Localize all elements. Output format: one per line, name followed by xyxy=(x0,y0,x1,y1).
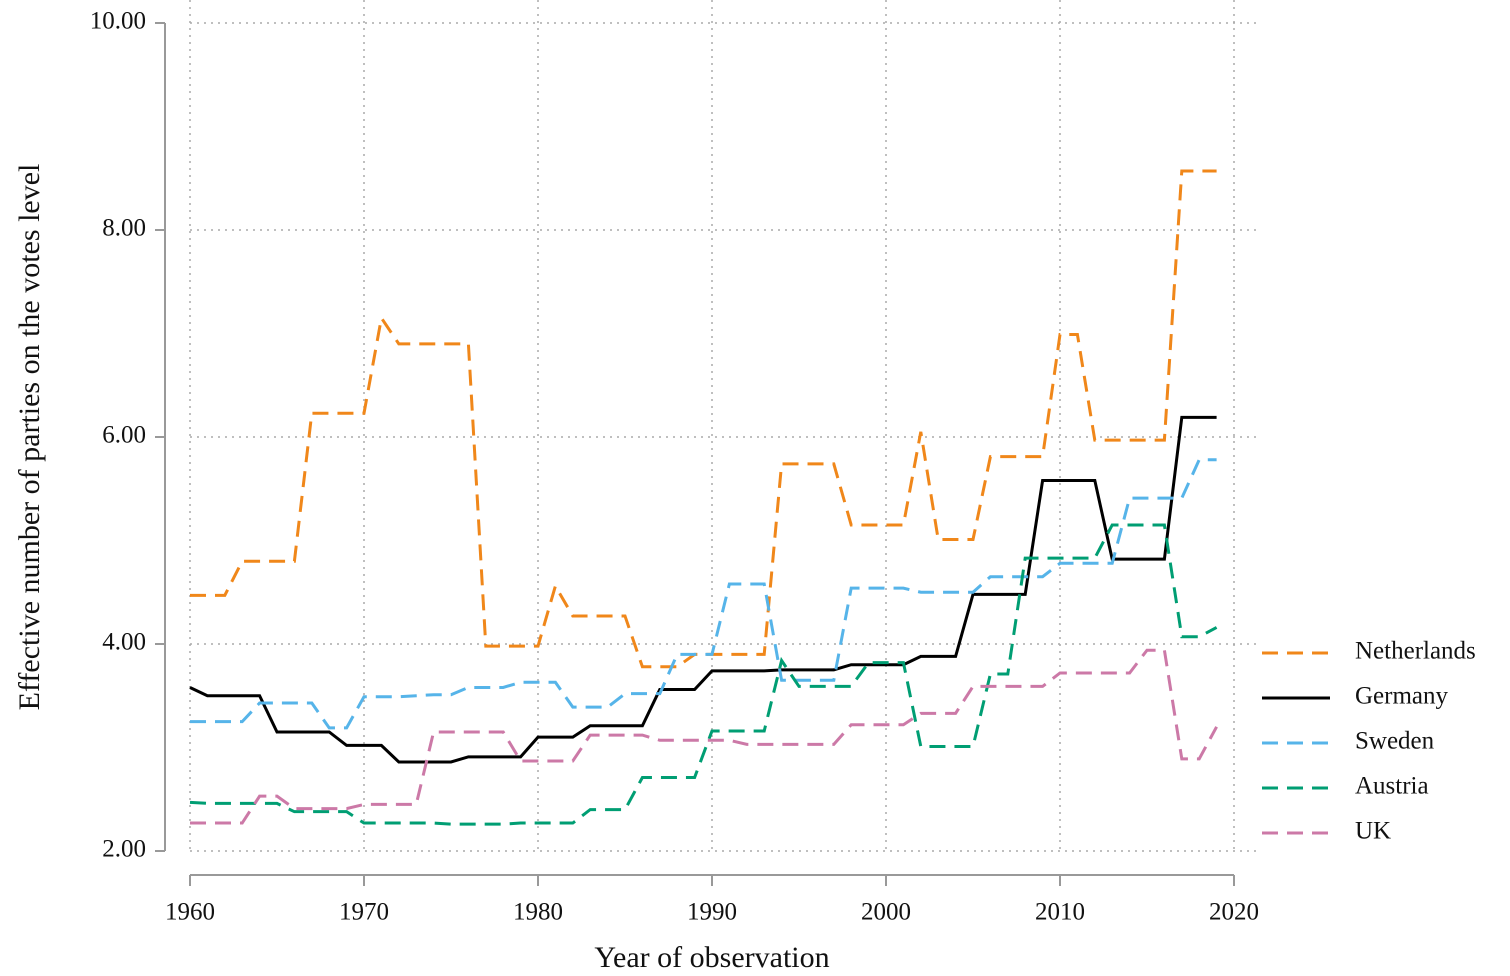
x-axis-label: Year of observation xyxy=(594,941,829,974)
series-line xyxy=(190,648,1218,825)
y-tick-label: 10.00 xyxy=(90,8,146,35)
legend-label: Austria xyxy=(1355,773,1429,800)
legend-label: UK xyxy=(1355,818,1391,845)
x-tick-label: 1980 xyxy=(513,899,563,926)
x-tick-label: 2020 xyxy=(1209,899,1259,926)
series-line xyxy=(189,523,1218,826)
y-tick-label: 8.00 xyxy=(102,215,146,242)
series-line xyxy=(190,458,1217,730)
y-tick-label: 6.00 xyxy=(102,422,146,449)
x-tick-label: 1970 xyxy=(339,899,389,926)
x-tick-label: 2000 xyxy=(861,899,911,926)
legend-label: Germany xyxy=(1355,683,1449,710)
series-line xyxy=(189,415,1217,764)
series-line xyxy=(190,169,1217,669)
legend-label: Sweden xyxy=(1355,728,1435,755)
x-tick-label: 1990 xyxy=(687,899,737,926)
y-tick-label: 2.00 xyxy=(102,836,146,863)
y-axis-label: Effective number of parties on the votes… xyxy=(13,164,46,711)
x-tick-label: 2010 xyxy=(1035,899,1085,926)
legend-label: Netherlands xyxy=(1355,638,1476,665)
y-tick-label: 4.00 xyxy=(102,629,146,656)
x-tick-label: 1960 xyxy=(165,899,215,926)
